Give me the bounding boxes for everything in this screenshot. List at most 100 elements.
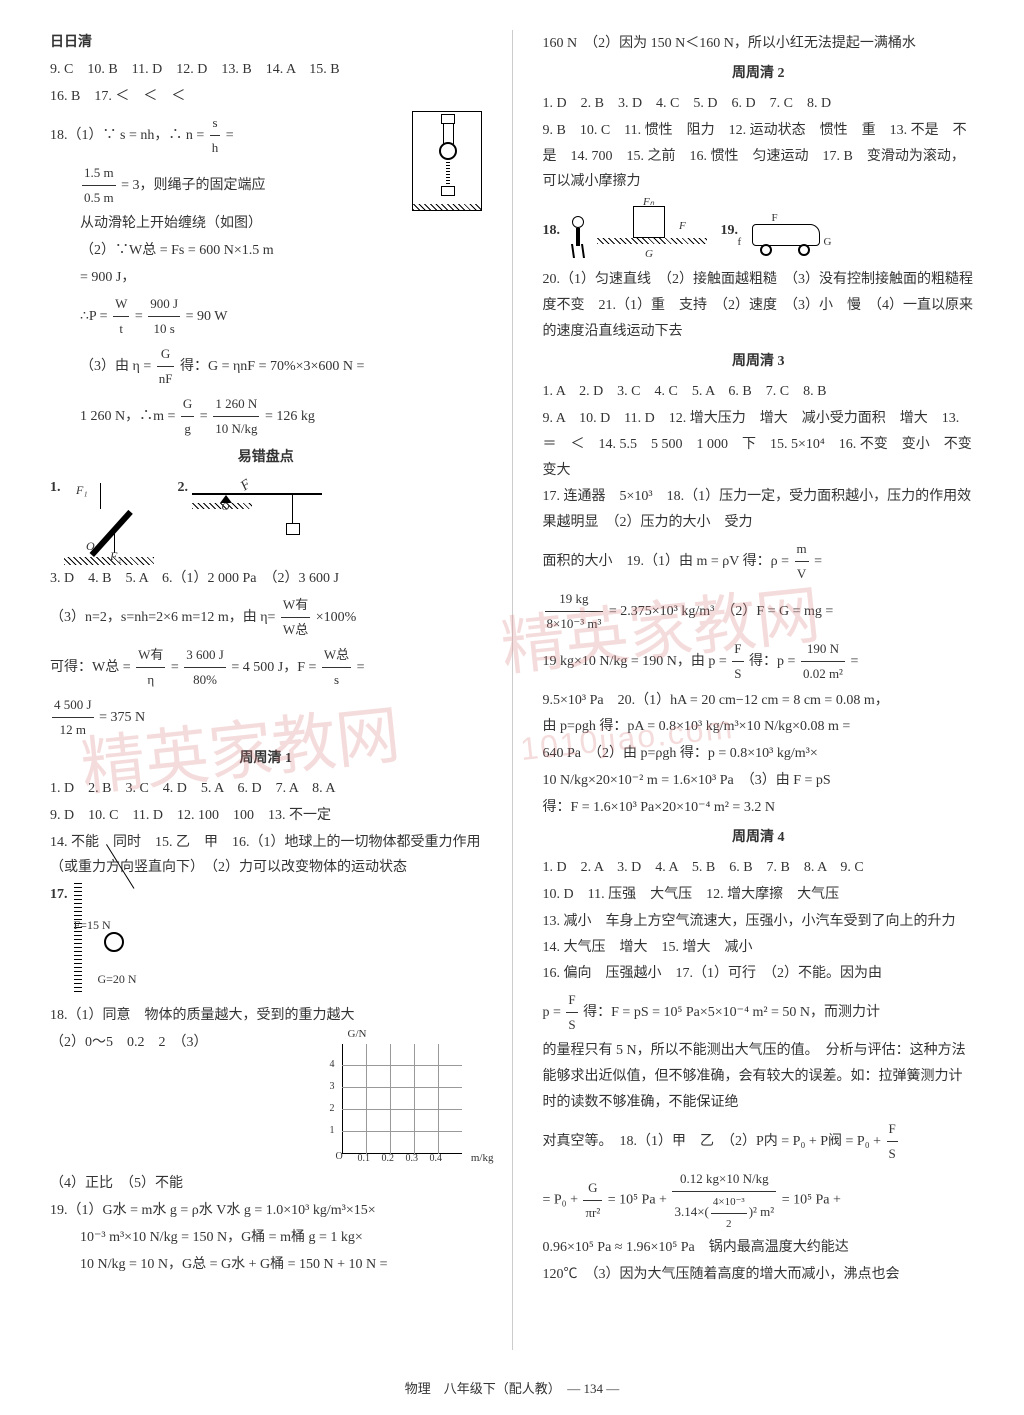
answer-line: 640 Pa （2）由 p=ρgh 得：p = 0.8×10³ kg/m³× <box>543 741 975 767</box>
label-FN: Fₙ <box>643 192 654 212</box>
q18-line: ∴P = Wt = 900 J10 s = 90 W <box>50 292 482 341</box>
text: = P₀ + <box>543 1193 578 1208</box>
label-F2: F₂ <box>110 545 122 567</box>
answer-line: 10 N/kg×20×10⁻² m = 1.6×10³ Pa （3）由 F = … <box>543 768 975 794</box>
text: p = <box>543 1005 561 1020</box>
q18-line: （2）∵W总 = Fs = 600 N×1.5 m <box>50 238 482 264</box>
answer-line: 0.96×10⁵ Pa ≈ 1.96×10⁵ Pa 锅内最高温度大约能达 <box>543 1235 975 1261</box>
fraction: Gg <box>181 392 194 441</box>
text: = 10⁵ Pa + <box>782 1193 841 1208</box>
q-number: 19. <box>721 224 739 239</box>
label-G: G <box>824 232 832 252</box>
text: 面积的大小 19.（1）由 m = ρV 得：ρ = <box>543 554 790 569</box>
ytick: 4 <box>330 1056 335 1075</box>
fraction: FS <box>566 988 577 1037</box>
answer-line: 20.（1）匀速直线 （2）接触面越粗糙 （3）没有控制接触面的粗糙程度不变 2… <box>543 267 975 345</box>
label-F: F=15 N <box>74 914 111 936</box>
fraction: sh <box>210 111 221 160</box>
text: 得：p = <box>749 654 795 669</box>
text: （2）0～5 0.2 2 （3） <box>50 1030 304 1170</box>
origin-O: O <box>336 1148 343 1167</box>
text: = <box>200 408 208 423</box>
diagram-row: 1. F₁ F₂ O 2. F O <box>50 475 482 565</box>
q18b-row: （2）0～5 0.2 2 （3） G/N m/kg 1 2 3 <box>50 1030 482 1170</box>
left-column: 日日清 9. C 10. B 11. D 12. D 13. B 14. A 1… <box>50 30 482 1350</box>
q-number: 1. <box>50 480 61 495</box>
text: = 90 W <box>186 308 228 323</box>
answer-line: 4 500 J12 m = 375 N <box>50 693 482 742</box>
label-G: G=20 N <box>98 968 137 990</box>
xtick: 0.2 <box>382 1150 395 1169</box>
answer-line: 1. D 2. B 3. D 4. C 5. D 6. D 7. C 8. D <box>543 91 975 117</box>
fraction: Gπr² <box>583 1176 602 1225</box>
answer-line: 9.5×10³ Pa 20.（1）hA = 20 cm−12 cm = 8 cm… <box>543 688 975 714</box>
text: = 4 500 J，F = <box>231 659 316 674</box>
section-title-yicuo: 易错盘点 <box>50 445 482 471</box>
fraction: 900 J10 s <box>148 292 180 341</box>
answer-line: 由 p=ρgh 得：pA = 0.8×10³ kg/m³×10 N/kg×0.0… <box>543 714 975 740</box>
answer-line: 1. D 2. B 3. C 4. D 5. A 6. D 7. A 8. A <box>50 776 482 802</box>
answer-line: 9. B 10. C 11. 惯性 阻力 12. 运动状态 惯性 重 13. 不… <box>543 118 975 196</box>
text: = 126 kg <box>265 408 315 423</box>
fraction: 1 260 N10 N/kg <box>213 392 259 441</box>
answer-line: 得：F = 1.6×10³ Pa×20×10⁻⁴ m² = 3.2 N <box>543 795 975 821</box>
answer-line: 17. 连通器 5×10³ 18.（1）压力一定，受力面积越小，压力的作用效果越… <box>543 484 975 536</box>
text: （3）由 η = <box>80 358 151 373</box>
answer-line: 19.（1）G水 = m水 g = ρ水 V水 g = 1.0×10³ kg/m… <box>50 1198 482 1224</box>
page-footer: 物理 八年级下（配人教） — 134 — <box>0 1378 1024 1397</box>
force-diagram-block: Fₙ F G <box>597 196 717 266</box>
person-icon <box>564 216 594 266</box>
answer-line: 1. A 2. D 3. C 4. C 5. A 6. B 7. C 8. B <box>543 379 975 405</box>
label-F1: F₁ <box>76 479 88 501</box>
xtick: 0.3 <box>406 1150 419 1169</box>
text: （3）n=2，s=nh=2×6 m=12 m，由 η= <box>50 609 275 624</box>
text: ×100% <box>316 609 357 624</box>
text: ² m² <box>753 1204 774 1219</box>
text: = <box>357 659 365 674</box>
answer-line: 160 N （2）因为 150 N＜160 N，所以小红无法提起一满桶水 <box>543 31 975 57</box>
fraction: W有W总 <box>281 593 310 642</box>
answer-line: 16. 偏向 压强越小 17.（1）可行 （2）不能。因为由 <box>543 961 975 987</box>
fraction: FS <box>887 1117 898 1166</box>
right-column: 160 N （2）因为 150 N＜160 N，所以小红无法提起一满桶水 周周清… <box>543 30 975 1350</box>
text: 18.（1）∵ s = nh，∴ n = <box>50 127 204 142</box>
text: = 3，则绳子的固定端应 <box>121 178 265 193</box>
text: = <box>814 554 822 569</box>
answer-line: 9. A 10. D 11. D 12. 增大压力 增大 减小受力面积 增大 1… <box>543 406 975 484</box>
fraction: mV <box>795 537 809 586</box>
q18-line: = 900 J， <box>50 265 482 291</box>
label-f: f <box>738 232 742 252</box>
text: 1 260 N，∴m = <box>80 408 175 423</box>
answer-line: p = FS 得：F = pS = 10⁵ Pa×5×10⁻⁴ m² = 50 … <box>543 988 975 1037</box>
answer-line: （3）n=2，s=nh=2×6 m=12 m，由 η= W有W总 ×100% <box>50 593 482 642</box>
q18-line: 从动滑轮上开始缠绕（如图） <box>50 211 482 237</box>
section-title-zzq1: 周周清 1 <box>50 746 482 772</box>
fraction: 190 N0.02 m² <box>801 637 845 686</box>
answer-line: 面积的大小 19.（1）由 m = ρV 得：ρ = mV = <box>543 537 975 586</box>
ytick: 3 <box>330 1078 335 1097</box>
page-columns: 日日清 9. C 10. B 11. D 12. D 13. B 14. A 1… <box>50 30 974 1350</box>
column-divider <box>512 30 513 1350</box>
label-F: F <box>235 473 257 499</box>
text: 3.14× <box>674 1204 704 1219</box>
answer-line: 16. B 17. ＜ ＜ ＜ <box>50 84 482 110</box>
answer-line: 18.（1）同意 物体的质量越大，受到的重力越大 <box>50 1003 482 1029</box>
answer-line: 10 N/kg = 10 N，G总 = G水 + G桶 = 150 N + 10… <box>50 1252 482 1278</box>
answer-line: = P₀ + Gπr² = 10⁵ Pa + 0.12 kg×10 N/kg 3… <box>543 1167 975 1234</box>
lever-diagram-2: F O <box>192 475 332 555</box>
text: ∴P = <box>80 308 108 323</box>
answer-line: 19 kg8×10⁻³ m³ = 2.375×10³ kg/m³ （2）F = … <box>543 587 975 636</box>
q-number: 17. <box>50 882 68 908</box>
fraction: W有η <box>136 643 165 692</box>
text: = <box>171 659 179 674</box>
text: = <box>226 127 234 142</box>
section-title-zzq3: 周周清 3 <box>543 349 975 375</box>
section-title-ririqing: 日日清 <box>50 30 482 56</box>
text: 得：F = pS = 10⁵ Pa×5×10⁻⁴ m² = 50 N，而测力计 <box>583 1005 880 1020</box>
text: 对真空等。 18.（1）甲 乙 （2）P内 = P₀ + P阀 = P₀ + <box>543 1134 882 1149</box>
answer-line: 的量程只有 5 N，所以不能测出大气压的值。 分析与评估：这种方法能够求出近似值… <box>543 1038 975 1116</box>
answer-line: 可得：W总 = W有η = 3 600 J80% = 4 500 J，F = W… <box>50 643 482 692</box>
graph-ylabel: G/N <box>348 1024 367 1044</box>
text: = <box>850 654 858 669</box>
car-diagram: F f G <box>742 210 842 266</box>
